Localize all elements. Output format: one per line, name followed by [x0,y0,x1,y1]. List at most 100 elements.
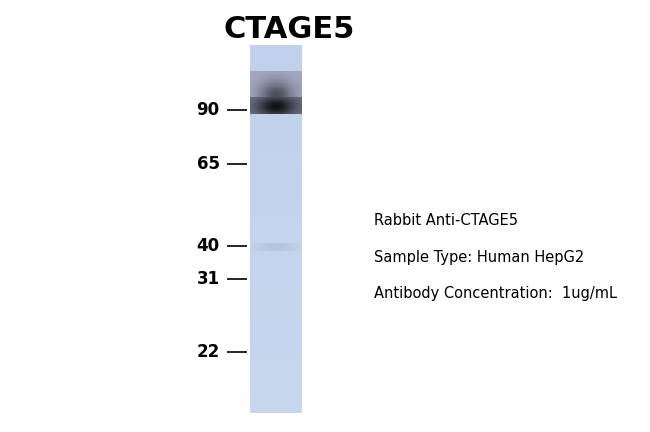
Bar [300,104,301,105]
Bar [292,85,293,87]
Bar [262,79,263,80]
Bar [260,76,261,78]
Bar [272,95,273,97]
Bar [256,86,257,88]
Bar [256,107,257,108]
Bar [274,101,275,102]
Bar [295,81,296,83]
Bar [264,109,265,110]
Bar [277,88,278,89]
Bar [264,106,265,107]
Bar [273,95,274,97]
Bar [295,88,296,89]
Bar [280,80,281,82]
Bar [261,71,262,73]
Bar [271,94,272,96]
Bar [266,107,267,108]
Bar [250,180,302,183]
Bar [301,90,302,92]
Bar [297,243,298,251]
Bar [252,103,253,104]
Bar [252,93,253,95]
Bar [259,106,260,107]
Bar [275,73,276,75]
Bar [250,287,302,290]
Bar [300,107,301,108]
Bar [265,89,266,91]
Bar [251,110,252,111]
Bar [281,111,282,112]
Bar [257,72,258,74]
Bar [282,73,283,75]
Bar [264,101,265,102]
Bar [250,314,302,318]
Bar [290,109,291,110]
Bar [265,105,266,106]
Bar [268,104,269,105]
Bar [253,109,254,110]
Bar [285,104,286,105]
Bar [299,90,300,92]
Bar [261,73,262,75]
Bar [280,71,281,73]
Bar [255,110,256,111]
Bar [300,79,301,80]
Bar [288,93,289,95]
Bar [297,72,298,74]
Bar [277,102,278,103]
Bar [285,93,286,95]
Bar [277,108,278,109]
Bar [265,99,266,100]
Bar [287,101,288,102]
Bar [253,81,254,83]
Bar [279,75,280,76]
Bar [254,73,255,75]
Bar [294,92,295,93]
Bar [282,92,283,93]
Bar [257,80,258,82]
Bar [271,72,272,74]
Bar [265,73,266,75]
Bar [267,71,268,73]
Bar [289,92,290,93]
Text: Antibody Concentration:  1ug/mL: Antibody Concentration: 1ug/mL [374,286,617,301]
Bar [298,98,299,99]
Bar [252,110,253,111]
Bar [250,100,251,101]
Bar [257,108,258,109]
Bar [265,71,266,73]
Bar [299,111,300,112]
Bar [278,84,279,86]
Bar [250,342,302,345]
Bar [284,75,285,76]
Bar [271,89,272,91]
Bar [290,102,291,103]
Bar [255,108,256,109]
Bar [283,100,284,101]
Bar [250,232,302,235]
Bar [250,284,302,287]
Bar [259,105,260,106]
Bar [271,90,272,92]
Bar [275,94,276,96]
Bar [295,111,296,112]
Bar [282,105,283,106]
Bar [279,71,280,73]
Bar [275,101,276,102]
Bar [281,101,282,102]
Bar [274,79,275,80]
Bar [251,89,252,91]
Bar [286,109,287,110]
Bar [259,111,260,112]
Bar [262,109,263,110]
Bar [292,113,293,114]
Bar [299,76,300,78]
Bar [295,111,296,112]
Bar [250,243,251,251]
Bar [280,110,281,111]
Text: 40: 40 [196,237,220,255]
Bar [270,97,271,98]
Bar [289,84,290,86]
Bar [292,111,293,112]
Bar [300,97,301,98]
